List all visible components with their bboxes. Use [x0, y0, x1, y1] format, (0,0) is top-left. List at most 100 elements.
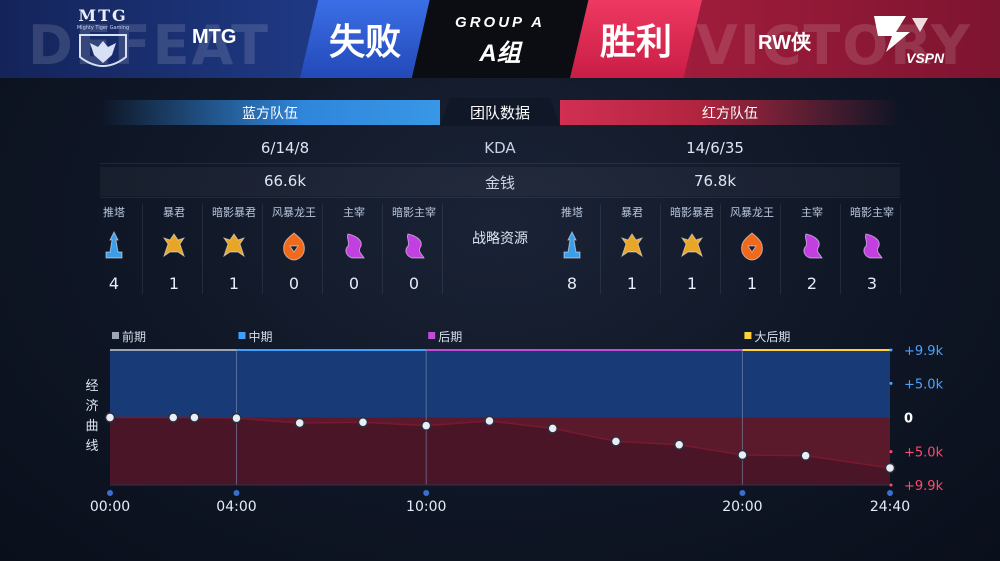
resource-column: 推塔 4 — [86, 204, 143, 294]
resource-name: 暗影主宰 — [392, 206, 436, 219]
economy-data-point — [420, 420, 432, 431]
resource-count: 3 — [866, 274, 878, 293]
economy-chart: 前期 中期 后期 大后期 00:00 04:00 10:00 20:00 24:40 +9.9k +… — [85, 329, 944, 515]
resource-column: 暗影主宰 0 — [386, 204, 443, 294]
resource-column: 主宰 2 — [784, 204, 841, 294]
resource-column: 暴君 1 — [604, 204, 661, 294]
team-data-title: 团队数据 — [440, 98, 560, 126]
red-team-label: 红方队伍 — [702, 106, 758, 122]
row-divider — [100, 197, 900, 198]
economy-area — [110, 417, 890, 485]
kda-row: 6/14/8 KDA 14/6/35 — [100, 134, 900, 163]
resource-name: 暗影主宰 — [850, 206, 894, 219]
economy-data-point — [357, 417, 369, 428]
group-name: A组 — [479, 40, 521, 67]
resource-name: 主宰 — [343, 206, 365, 219]
y-tick-label: +5.0k — [904, 377, 944, 392]
resource-column: 暗影暴君 1 — [664, 204, 721, 294]
red-team-bar — [560, 100, 900, 125]
resource-count: 1 — [228, 274, 240, 293]
tyrant-icon — [616, 230, 648, 262]
resource-count: 1 — [746, 274, 758, 293]
tiger-emblem-icon — [79, 34, 127, 67]
resource-count: 8 — [566, 274, 578, 293]
shadow-overlord-icon — [856, 230, 888, 262]
resource-column: 暗影暴君 1 — [206, 204, 263, 294]
x-tick-label: 00:00 — [90, 499, 130, 515]
overlord-icon — [338, 230, 370, 262]
y-axis-label: 曲 — [85, 419, 98, 434]
vspn-logo: VSPN — [866, 10, 970, 70]
resource-column: 暴君 1 — [146, 204, 203, 294]
resource-count: 0 — [408, 274, 420, 293]
resource-name: 风暴龙王 — [272, 206, 316, 219]
resource-column: 风暴龙王 1 — [724, 204, 781, 294]
shadow-tyrant-icon — [676, 230, 708, 262]
y-tick-label: 0 — [904, 412, 913, 427]
resource-name: 主宰 — [801, 206, 823, 219]
blue-advantage-zone — [110, 350, 890, 418]
defeat-badge: 失败 — [300, 0, 430, 78]
economy-data-point — [673, 439, 685, 451]
resource-name: 推塔 — [561, 206, 583, 219]
resource-name: 暗影暴君 — [670, 206, 714, 219]
vspn-emblem-icon — [874, 16, 928, 52]
y-axis-label: 线 — [85, 439, 98, 454]
x-tick-marker — [233, 490, 240, 496]
y-tick-marker — [889, 348, 893, 352]
victory-watermark: VICTORY — [696, 14, 972, 77]
match-header: DEFEAT MTG Mighty Tiger Gaming MTG VICTO… — [0, 0, 1000, 78]
x-tick-label: 10:00 — [406, 499, 446, 515]
economy-data-point — [294, 417, 305, 429]
resource-name: 推塔 — [103, 206, 125, 219]
mtg-logo-subtitle: Mighty Tiger Gaming — [76, 25, 130, 31]
overlord-icon — [796, 230, 828, 262]
mtg-logo-text: MTG — [78, 6, 128, 25]
vspn-logo-text: VSPN — [906, 50, 945, 66]
blue-team-label: 蓝方队伍 — [242, 106, 298, 122]
tower-icon — [556, 230, 588, 262]
resource-count: 0 — [288, 274, 300, 293]
storm-dragon-icon — [736, 230, 768, 262]
resource-name: 风暴龙王 — [730, 206, 774, 219]
resource-count: 1 — [686, 274, 698, 293]
strategic-resources-label: 战略资源 — [472, 231, 528, 247]
storm-dragon-icon — [278, 230, 310, 262]
economy-line — [110, 416, 891, 469]
blue-team-name: MTG — [192, 26, 237, 48]
phase-marker — [428, 332, 436, 339]
red-gold: 76.8k — [693, 172, 737, 190]
gold-row: 66.6k 金钱 76.8k — [100, 167, 900, 196]
phase-label: 中期 — [248, 329, 272, 344]
red-kda: 14/6/35 — [686, 139, 744, 157]
x-tick-label: 04:00 — [216, 499, 256, 515]
tower-icon — [98, 230, 130, 262]
resource-column: 主宰 0 — [326, 204, 383, 294]
x-tick-marker — [887, 490, 893, 496]
economy-data-point — [800, 450, 811, 461]
y-tick-marker — [889, 483, 893, 487]
resource-column: 风暴龙王 0 — [266, 204, 323, 294]
resource-count: 2 — [806, 274, 818, 293]
gold-label: 金钱 — [484, 174, 515, 192]
x-tick-marker — [107, 490, 113, 496]
group-badge: GROUP A A组 — [412, 0, 588, 78]
phase-label: 后期 — [438, 330, 462, 344]
blue-team-bar — [100, 100, 440, 125]
resource-count: 1 — [168, 274, 180, 293]
blue-kda: 6/14/8 — [260, 139, 310, 157]
resource-name: 暴君 — [621, 206, 643, 219]
phase-label: 大后期 — [754, 330, 790, 344]
resource-column: 推塔 8 — [544, 204, 601, 294]
y-tick-label: +9.9k — [904, 344, 944, 359]
x-tick-label: 20:00 — [722, 499, 762, 515]
economy-data-point — [884, 462, 896, 474]
blue-team-banner: DEFEAT MTG Mighty Tiger Gaming MTG — [0, 0, 330, 78]
resource-name: 暗影暴君 — [212, 206, 256, 219]
phase-label: 前期 — [122, 329, 146, 344]
phase-marker — [238, 332, 246, 339]
y-tick-label: +5.0k — [904, 446, 944, 461]
shadow-tyrant-icon — [218, 230, 250, 262]
x-tick-marker — [423, 490, 430, 496]
y-tick-label: +9.9k — [904, 479, 944, 494]
